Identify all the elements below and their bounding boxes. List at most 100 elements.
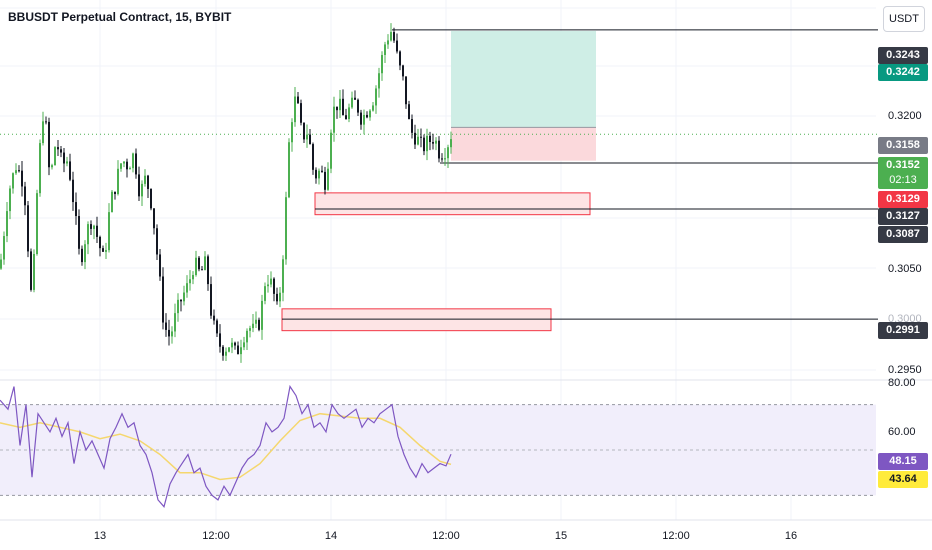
candle-body — [174, 313, 176, 332]
candle-body — [213, 315, 215, 321]
candle-body — [96, 225, 98, 237]
candle-body — [84, 244, 86, 263]
level-price-tag: 0.2991 — [878, 322, 928, 339]
candle-body — [360, 112, 362, 125]
candle-body — [183, 292, 185, 302]
time-label: 12:00 — [662, 530, 690, 542]
candle-body — [276, 293, 278, 302]
rsi-pane — [0, 384, 876, 508]
candle-body — [108, 212, 110, 251]
candle-body — [279, 292, 281, 302]
candle-body — [243, 342, 245, 348]
candle-body — [297, 96, 299, 104]
candle-body — [396, 40, 398, 52]
candle-body — [219, 333, 221, 347]
stop-zone — [451, 127, 596, 161]
candle-body — [390, 32, 392, 41]
time-label: 12:00 — [432, 530, 460, 542]
candle-body — [42, 121, 44, 144]
candle-body — [354, 97, 356, 100]
candle-body — [348, 107, 350, 120]
candle-body — [387, 40, 389, 45]
candle-body — [54, 147, 56, 166]
candle-body — [81, 248, 83, 263]
candle-body — [270, 278, 272, 285]
candle-body — [261, 300, 263, 330]
candle-body — [93, 225, 95, 229]
candle-body — [51, 165, 53, 168]
candle-body — [141, 183, 143, 197]
time-label: 13 — [93, 530, 107, 542]
candle-body — [39, 143, 41, 194]
candle-body — [144, 175, 146, 184]
candle-body — [153, 208, 155, 229]
candle-body — [282, 259, 284, 293]
candle-body — [444, 158, 446, 160]
candle-body — [366, 114, 368, 118]
time-label: 12:00 — [202, 530, 230, 542]
candle-body — [192, 274, 194, 280]
price-pane — [0, 23, 878, 363]
candle-body — [339, 98, 341, 111]
candle-body — [423, 137, 425, 152]
candle-body — [180, 299, 182, 302]
candle-body — [159, 254, 161, 277]
candle-body — [303, 122, 305, 140]
candle-body — [99, 236, 101, 249]
candle-body — [102, 248, 104, 252]
candle-body — [378, 73, 380, 89]
last-price: 0.3152 — [886, 159, 920, 171]
candle-body — [291, 122, 293, 143]
candle-body — [351, 97, 353, 108]
candle-body — [342, 98, 344, 116]
candle-body — [33, 253, 35, 290]
candle-body — [336, 106, 338, 111]
price-tick: 0.2950 — [888, 364, 922, 376]
candle-body — [408, 104, 410, 120]
entry-price-tag: 0.3158 — [878, 137, 928, 154]
target-price-tag: 0.3242 — [878, 64, 928, 81]
candle-body — [210, 284, 212, 316]
candle-body — [201, 269, 203, 271]
price-tick: 0.3050 — [888, 263, 922, 275]
candle-body — [111, 191, 113, 213]
high-price-tag: 0.3243 — [878, 47, 928, 64]
candle-body — [327, 168, 329, 190]
target-zone — [451, 30, 596, 128]
candle-body — [57, 147, 59, 150]
candle-body — [231, 342, 233, 348]
candle-body — [45, 121, 47, 123]
candle-body — [198, 257, 200, 270]
candle-body — [399, 51, 401, 66]
last-price-tag: 0.3152 02:13 — [878, 157, 928, 189]
candle-body — [432, 142, 434, 144]
candle-body — [75, 202, 77, 217]
time-label: 14 — [324, 530, 338, 542]
candle-body — [225, 351, 227, 356]
candle-body — [78, 216, 80, 249]
level-price-tag: 0.3127 — [878, 208, 928, 225]
candle-body — [30, 251, 32, 290]
candle-body — [264, 286, 266, 301]
time-label: 16 — [784, 530, 798, 542]
candle-body — [63, 152, 65, 164]
candle-body — [252, 323, 254, 329]
candle-body — [222, 346, 224, 356]
candle-body — [240, 347, 242, 355]
time-label: 15 — [554, 530, 568, 542]
currency-button[interactable]: USDT — [883, 6, 925, 32]
candle-body — [36, 193, 38, 254]
candle-body — [12, 173, 14, 189]
candle-body — [237, 345, 239, 355]
candle-body — [402, 65, 404, 77]
candle-body — [147, 175, 149, 189]
candle-body — [135, 153, 137, 175]
candle-body — [66, 161, 68, 164]
symbol-title[interactable]: BBUSDT Perpetual Contract, 15, BYBIT — [8, 10, 232, 24]
candle-body — [87, 224, 89, 245]
rsi-tick: 80.00 — [888, 377, 916, 389]
candle-body — [285, 197, 287, 260]
candle-body — [90, 224, 92, 229]
candle-body — [9, 188, 11, 212]
